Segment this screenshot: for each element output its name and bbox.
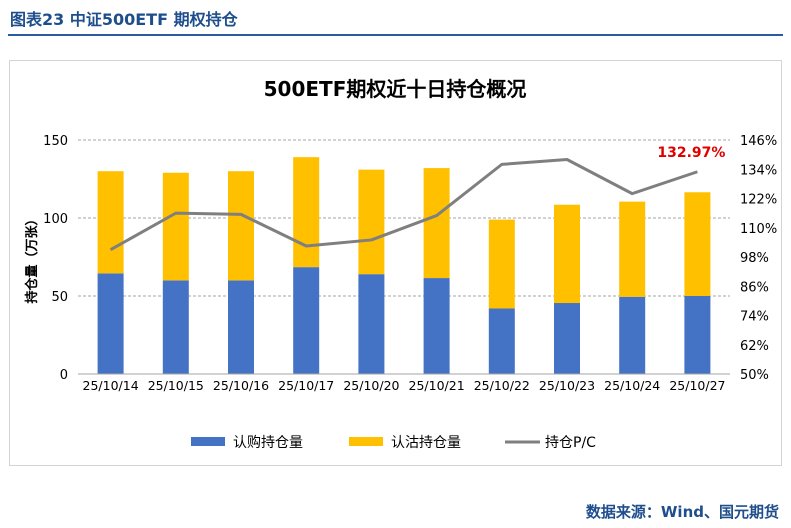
x-tick-label: 25/10/15	[148, 378, 204, 393]
bar-put-25/10/16	[228, 171, 254, 281]
bar-put-25/10/20	[358, 169, 385, 275]
bar-call-25/10/14	[97, 273, 124, 374]
bar-put-25/10/24	[619, 201, 646, 297]
bar-put-25/10/21	[423, 168, 450, 279]
y-left-tick-label: 150	[43, 134, 68, 149]
chart-title: 500ETF期权近十日持仓概况	[264, 77, 527, 101]
bar-call-25/10/16	[228, 280, 254, 374]
chart-frame	[9, 60, 782, 466]
y-left-tick-label: 50	[51, 290, 68, 305]
x-tick-label: 25/10/14	[83, 378, 139, 393]
x-tick-label: 25/10/17	[278, 378, 334, 393]
bar-put-25/10/14	[97, 171, 124, 274]
y-left-axis-label: 持仓量（万张）	[24, 212, 40, 303]
bar-put-25/10/23	[554, 204, 580, 304]
y-left-tick-label: 100	[43, 212, 68, 227]
header-divider	[8, 34, 783, 36]
x-tick-label: 25/10/22	[474, 378, 530, 393]
bar-call-25/10/20	[358, 274, 385, 374]
bar-put-25/10/15	[162, 172, 189, 281]
x-tick-label: 25/10/20	[343, 378, 399, 393]
x-tick-label: 25/10/16	[213, 378, 269, 393]
legend-swatch-call	[191, 437, 225, 446]
bar-put-25/10/22	[488, 219, 515, 309]
y-right-tick-label: 146%	[740, 134, 777, 149]
bar-call-25/10/22	[488, 308, 515, 374]
bar-put-25/10/27	[684, 192, 711, 296]
bar-call-25/10/27	[684, 296, 711, 374]
legend-swatch-put	[349, 437, 383, 446]
bar-put-25/10/17	[293, 157, 320, 268]
pc-ratio-line	[109, 158, 698, 251]
y-right-tick-label: 110%	[740, 222, 777, 237]
y-left-tick-label: 0	[60, 368, 68, 383]
bar-call-25/10/24	[619, 296, 646, 374]
figure-caption: 图表23 中证500ETF 期权持仓	[10, 10, 238, 29]
x-tick-label: 25/10/21	[409, 378, 465, 393]
y-right-tick-label: 86%	[740, 280, 769, 295]
y-right-tick-label: 122%	[740, 193, 777, 208]
y-right-tick-label: 74%	[740, 310, 769, 325]
y-right-tick-label: 134%	[740, 163, 777, 178]
last-value-annotation: 132.97%	[657, 145, 725, 161]
bar-call-25/10/21	[423, 278, 450, 374]
bar-call-25/10/17	[293, 267, 320, 374]
legend-label-pc: 持仓P/C	[545, 435, 596, 451]
source-note: 数据来源：Wind、国元期货	[585, 503, 779, 521]
bar-call-25/10/23	[554, 303, 580, 374]
x-tick-label: 25/10/24	[604, 378, 660, 393]
bar-call-25/10/15	[162, 280, 189, 374]
x-tick-label: 25/10/27	[669, 378, 725, 393]
y-right-tick-label: 98%	[740, 251, 769, 266]
y-right-tick-label: 50%	[740, 368, 769, 383]
y-right-tick-label: 62%	[740, 339, 769, 354]
legend-label-call: 认购持仓量	[233, 435, 303, 451]
legend-label-put: 认沽持仓量	[391, 435, 461, 451]
x-tick-label: 25/10/23	[539, 378, 595, 393]
